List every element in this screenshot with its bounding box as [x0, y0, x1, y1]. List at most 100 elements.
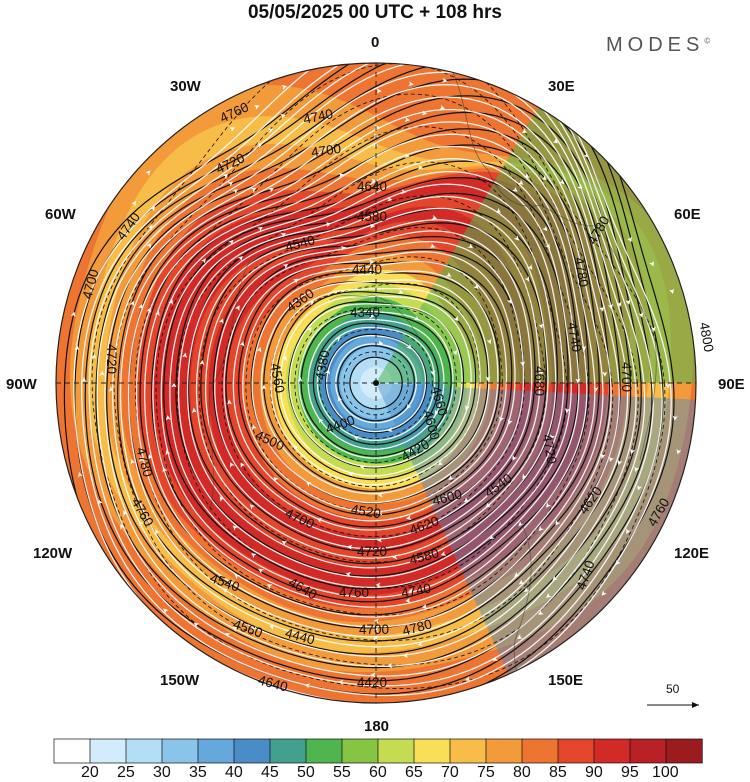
contour-label: 4680 [532, 366, 547, 396]
streamline-arrow [228, 581, 235, 587]
streamline-arrow [199, 359, 205, 366]
streamline-arrow [139, 456, 145, 463]
streamline-arrow [252, 424, 257, 431]
streamline-arrow [168, 299, 173, 305]
streamline [288, 303, 463, 468]
contour-label: 4720 [104, 344, 119, 374]
streamline-arrow [600, 453, 606, 459]
streamline-arrow [541, 175, 547, 181]
lon-label-120w: 120W [33, 545, 73, 562]
streamline-arrow [139, 520, 144, 527]
streamline-arrow [392, 554, 398, 560]
streamline-arrow [200, 258, 206, 264]
streamline [298, 310, 454, 459]
streamline-arrow [376, 88, 382, 94]
streamline-arrow [292, 278, 299, 284]
streamline-arrow [437, 460, 444, 466]
streamline-arrow [617, 459, 623, 466]
streamline-arrow [439, 104, 445, 110]
colorbar-swatch [341, 738, 379, 764]
streamline-arrow [253, 105, 260, 110]
height-contour-dashed [343, 351, 409, 416]
contour-label: 4340 [350, 305, 380, 320]
streamline-arrow [601, 590, 607, 596]
contour-label: 4380 [312, 349, 332, 381]
reference-vector-arrow [647, 702, 699, 708]
streamline-arrow [282, 263, 289, 269]
streamline-arrow [402, 652, 409, 658]
streamline-arrow [615, 559, 621, 566]
streamline-arrow [417, 164, 424, 170]
streamline-arrow [108, 386, 114, 392]
streamline [204, 219, 541, 550]
streamline-arrow [408, 81, 414, 87]
streamline-arrow [520, 361, 526, 367]
colorbar-swatch [161, 738, 199, 764]
streamline-arrow [421, 603, 428, 609]
streamline-arrow [638, 312, 644, 318]
streamline-arrow [485, 376, 491, 382]
streamline-arrow [669, 288, 674, 294]
colorbar-swatch [53, 738, 91, 764]
streamline-arrow [448, 475, 454, 480]
colorbar-tick-label: 70 [441, 764, 459, 781]
streamline [177, 183, 565, 579]
streamline-arrow [499, 416, 504, 422]
streamline-arrow [232, 189, 238, 195]
lon-label-150e: 150E [548, 672, 584, 689]
colorbar-swatch [89, 738, 127, 764]
colorbar-tick-label: 65 [405, 764, 423, 781]
streamline-arrow [218, 318, 224, 324]
streamline-arrow [465, 676, 471, 681]
streamline-arrow [345, 571, 351, 577]
streamline-arrow [222, 174, 229, 179]
streamline-arrow [81, 377, 87, 383]
colorbar-tick-label: 85 [549, 764, 567, 781]
streamline [223, 240, 525, 531]
colorbar-swatch [197, 738, 235, 764]
contour-label: 4560 [268, 362, 288, 394]
streamline-arrow [191, 407, 197, 414]
streamline-arrow [375, 582, 381, 588]
contour-label: 4760 [339, 585, 369, 600]
streamline-arrow [630, 448, 636, 455]
streamline-arrow [517, 179, 524, 185]
lon-label-60w: 60W [45, 206, 76, 223]
streamline-arrow [281, 541, 288, 546]
streamline-arrow [226, 399, 232, 405]
streamline-arrow [359, 464, 366, 470]
streamline-arrow [546, 502, 552, 508]
streamline-arrow [348, 471, 355, 477]
contour-label: 4740 [302, 106, 335, 127]
streamline-arrow [337, 396, 343, 402]
colorbar [53, 738, 703, 764]
streamline [169, 170, 572, 589]
contour-label: 4720 [540, 433, 560, 465]
streamline-arrow [232, 626, 238, 632]
streamline-arrow [228, 239, 234, 246]
svg-text:4380: 4380 [312, 349, 332, 381]
streamline-arrow [387, 663, 393, 669]
streamline-arrow [545, 243, 551, 249]
map-title: 05/05/2025 00 UTC + 108 hrs [247, 2, 503, 23]
streamline-arrow [129, 300, 135, 307]
streamline-arrow [268, 188, 274, 193]
svg-text:4640: 4640 [357, 179, 387, 194]
streamline-arrow [377, 510, 383, 516]
colorbar-tick-label: 90 [585, 764, 603, 781]
streamline-arrow [522, 473, 528, 480]
streamline-arrow [98, 499, 103, 506]
streamline-arrow [273, 476, 279, 483]
streamline-arrow [78, 472, 83, 478]
svg-text:4700: 4700 [359, 622, 389, 637]
brand-logo: MODES© [606, 34, 711, 56]
streamline-arrow [225, 633, 231, 638]
contour-label: 4440 [352, 262, 382, 277]
streamline-arrow [405, 597, 411, 603]
streamline-arrow [377, 340, 384, 346]
streamline [251, 270, 499, 504]
streamline-arrow [417, 641, 423, 647]
colorbar-tick-label: 30 [153, 764, 171, 781]
streamline-arrow [325, 369, 330, 375]
